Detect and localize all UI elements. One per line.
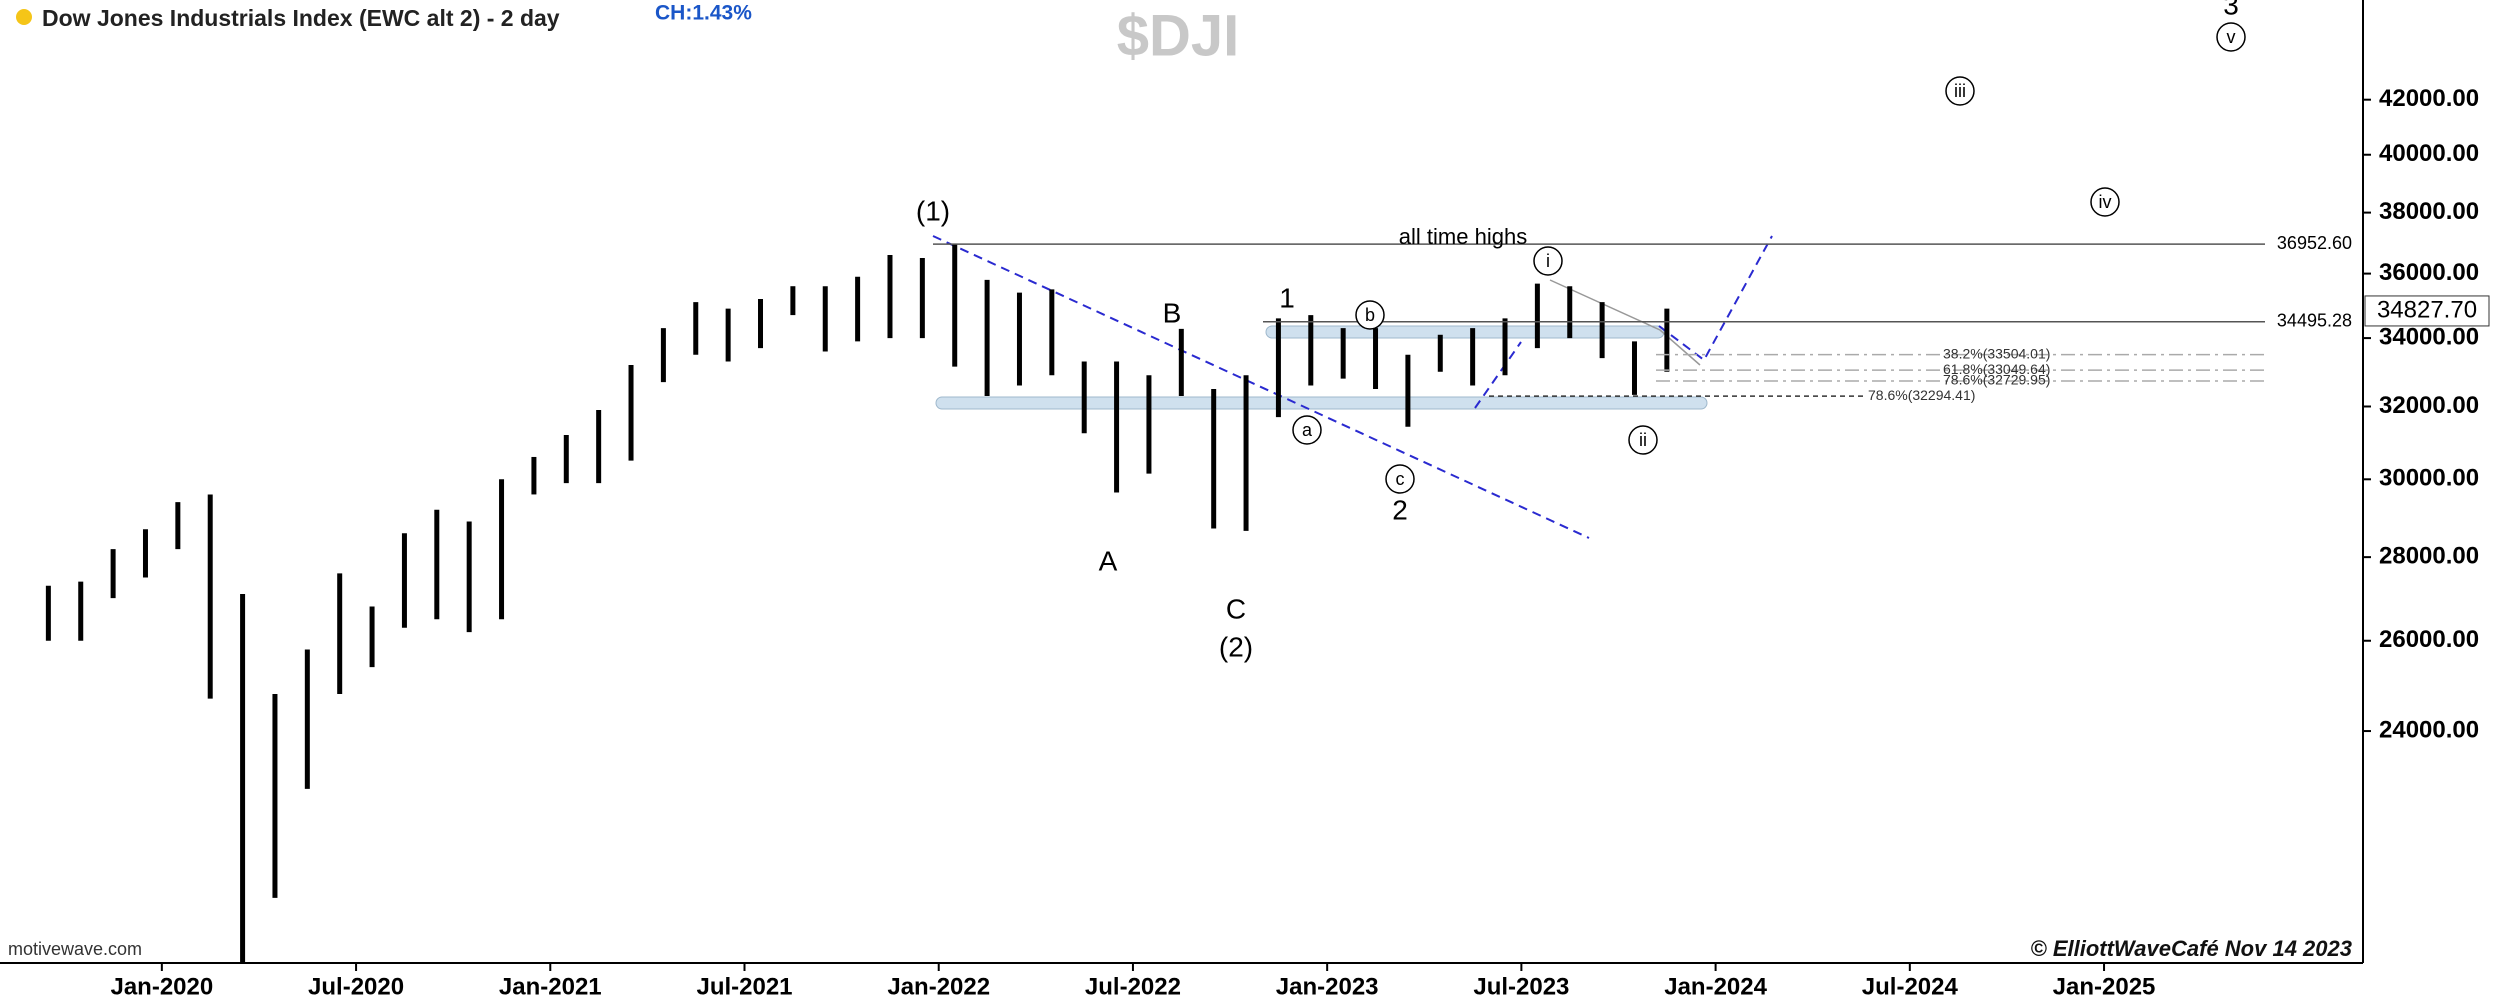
wave-label: 1 (1279, 282, 1295, 313)
wave-label: (1) (916, 195, 950, 226)
projection-line (1658, 235, 1773, 362)
x-tick-label: Jul-2021 (696, 973, 792, 1000)
x-tick-label: Jan-2025 (2053, 973, 2156, 1000)
wave-label-minor: v (2227, 27, 2236, 47)
wave-label-minor: c (1396, 469, 1405, 489)
source-label: motivewave.com (8, 939, 142, 959)
y-tick-label: 30000.00 (2379, 465, 2479, 492)
wave-line (1474, 341, 1522, 409)
wave-label: B (1163, 297, 1182, 328)
symbol-watermark: $DJI (1117, 3, 1240, 68)
fib-label: 61.8%(33049.64) (1943, 361, 2050, 377)
x-tick-label: Jul-2022 (1085, 973, 1181, 1000)
x-tick-label: Jul-2023 (1473, 973, 1569, 1000)
wave-label-minor: i (1546, 251, 1550, 271)
wave-circle (1355, 300, 1385, 330)
y-tick-label: 40000.00 (2379, 140, 2479, 167)
change-label: CH:1.43% (655, 2, 752, 25)
x-tick-label: Jan-2020 (110, 973, 213, 1000)
x-tick-label: Jan-2024 (1664, 973, 1767, 1000)
y-tick-label: 28000.00 (2379, 542, 2479, 569)
chart-title: Dow Jones Industrials Index (EWC alt 2) … (42, 5, 560, 31)
x-tick-label: Jul-2024 (1862, 973, 1959, 1000)
y-tick-label: 38000.00 (2379, 198, 2479, 225)
last-price-label: 34827.70 (2377, 296, 2477, 323)
trend-line (932, 235, 1590, 539)
wave-circle (1385, 464, 1415, 494)
y-tick-label: 32000.00 (2379, 392, 2479, 419)
y-tick-label: 26000.00 (2379, 626, 2479, 653)
price-line-label: 34495.28 (2277, 311, 2352, 331)
status-dot (16, 9, 32, 25)
wave-circle (1533, 246, 1563, 276)
fib-label: 78.6%(32729.95) (1943, 372, 2050, 388)
wave-label-minor: ii (1639, 430, 1647, 450)
x-tick-label: Jul-2020 (308, 973, 404, 1000)
price-line-label: 36952.60 (2277, 233, 2352, 253)
wave-circle (2216, 22, 2246, 52)
wave-circle (1628, 425, 1658, 455)
x-tick-label: Jan-2022 (887, 973, 990, 1000)
channel-line (1549, 279, 1701, 366)
y-tick-label: 24000.00 (2379, 716, 2479, 743)
wave-circle (1945, 76, 1975, 106)
last-price-box (2364, 295, 2490, 327)
wave-circle (1292, 415, 1322, 445)
y-tick-label: 42000.00 (2379, 85, 2479, 112)
y-tick-label: 36000.00 (2379, 259, 2479, 286)
wave-label-minor: a (1302, 420, 1313, 440)
y-tick-label: 34000.00 (2379, 323, 2479, 350)
bars (45, 244, 1670, 963)
wave-circle (2090, 187, 2120, 217)
wave-label: 3 (2223, 0, 2239, 20)
x-tick-label: Jan-2023 (1276, 973, 1379, 1000)
wave-label: A (1099, 545, 1118, 576)
support-band (935, 396, 1708, 410)
wave-label-minor: iv (2099, 192, 2112, 212)
wave-label: (2) (1219, 631, 1253, 662)
wave-label-minor: iii (1954, 81, 1966, 101)
fib-label: 78.6%(32294.41) (1868, 387, 1975, 403)
wave-label: C (1226, 593, 1246, 624)
wave-label-minor: b (1365, 305, 1375, 325)
credit-label: © ElliottWaveCafé Nov 14 2023 (2031, 936, 2353, 961)
wave-label: 2 (1392, 494, 1408, 525)
x-tick-label: Jan-2021 (499, 973, 602, 1000)
wave-label: all time highs (1399, 224, 1527, 249)
fib-label: 38.2%(33504.01) (1943, 345, 2050, 361)
